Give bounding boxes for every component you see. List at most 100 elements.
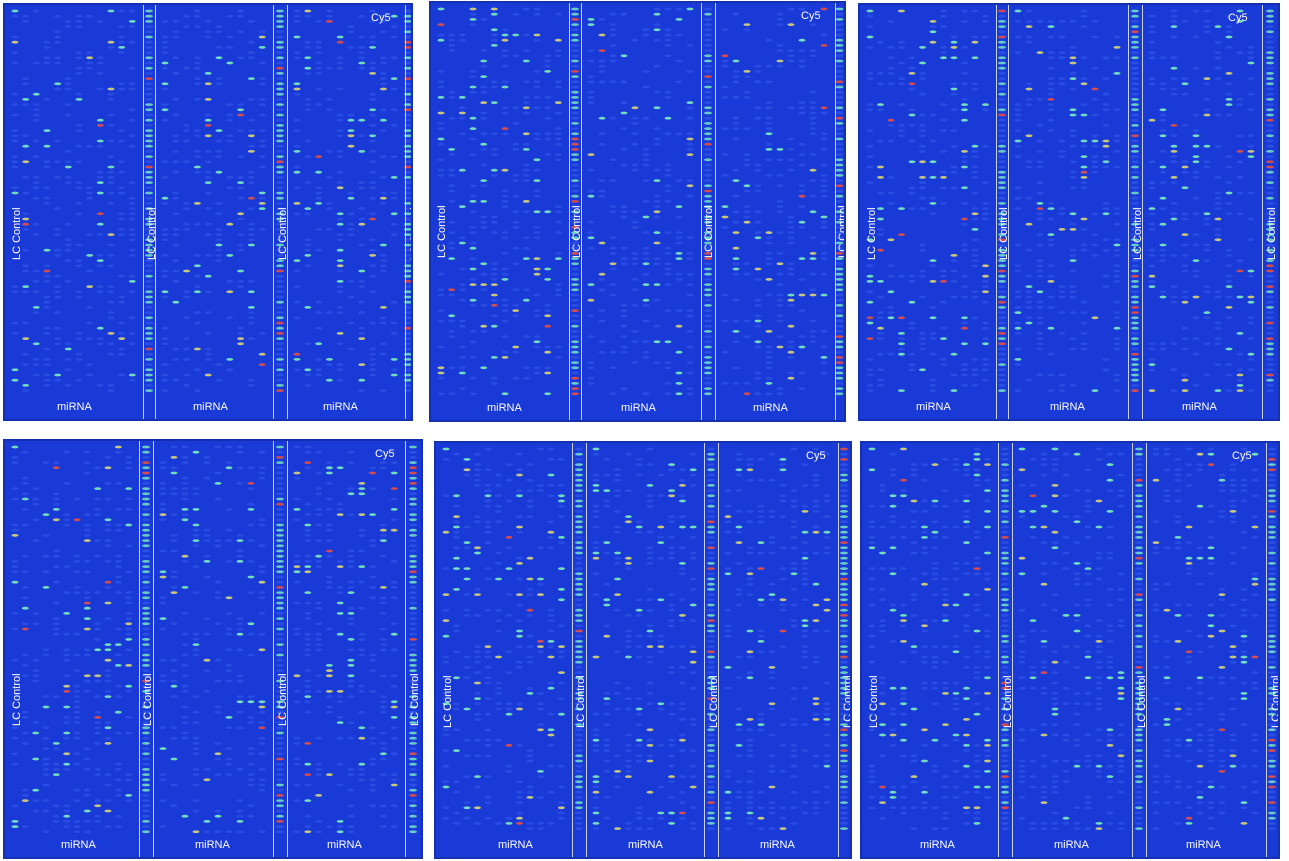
array-spot <box>707 707 715 711</box>
array-spot <box>442 608 450 612</box>
array-spot <box>118 9 126 13</box>
array-spot <box>707 671 715 674</box>
array-spot <box>501 236 509 240</box>
array-spot <box>226 176 234 179</box>
array-spot <box>809 257 817 260</box>
array-spot <box>787 298 795 302</box>
array-spot <box>442 593 450 596</box>
array-spot <box>776 59 784 63</box>
array-spot <box>276 648 284 652</box>
array-spot <box>379 56 387 60</box>
array-spot <box>522 236 530 240</box>
array-spot <box>1102 103 1110 106</box>
array-spot <box>258 352 266 356</box>
array-spot <box>390 648 398 652</box>
array-spot <box>83 788 91 792</box>
array-spot <box>142 773 150 776</box>
array-spot <box>276 513 284 516</box>
array-spot <box>1192 134 1200 138</box>
array-spot <box>107 384 115 387</box>
array-spot <box>1131 25 1139 28</box>
array-spot <box>1236 352 1244 356</box>
array-spot <box>809 101 817 104</box>
array-spot <box>315 66 323 70</box>
array-spot <box>746 650 754 654</box>
array-spot <box>835 215 844 219</box>
array-spot <box>442 692 450 695</box>
array-spot <box>83 757 91 761</box>
array-spot <box>1181 347 1189 351</box>
array-spot <box>96 170 104 174</box>
array-spot <box>107 165 115 169</box>
array-spot <box>675 236 683 240</box>
array-spot <box>657 640 665 643</box>
array-spot <box>587 194 595 198</box>
array-spot <box>183 290 191 294</box>
array-spot <box>86 285 94 288</box>
array-spot <box>1159 181 1167 185</box>
array-spot <box>798 387 806 390</box>
array-spot <box>707 582 715 586</box>
array-spot <box>225 596 233 600</box>
array-spot <box>998 389 1006 392</box>
array-spot <box>43 56 51 60</box>
array-spot <box>276 363 284 366</box>
array-spot <box>276 238 284 242</box>
array-spot <box>161 61 169 65</box>
array-spot <box>743 272 751 276</box>
array-spot <box>204 35 212 39</box>
array-spot <box>624 733 632 737</box>
array-spot <box>142 632 150 636</box>
array-spot <box>204 176 212 179</box>
array-spot <box>315 794 323 797</box>
array-spot <box>276 653 284 657</box>
array-spot <box>276 788 284 792</box>
array-spot <box>128 274 136 278</box>
array-spot <box>75 92 83 96</box>
array-spot <box>484 530 492 534</box>
array-spot <box>689 473 697 477</box>
array-spot <box>624 822 632 825</box>
array-spot <box>1266 35 1274 39</box>
array-spot <box>624 562 632 565</box>
array-spot <box>707 614 715 617</box>
array-spot <box>668 619 676 622</box>
array-spot <box>575 816 583 820</box>
divider <box>139 441 140 857</box>
array-spot <box>215 363 223 366</box>
array-spot <box>369 471 377 475</box>
array-spot <box>247 747 255 750</box>
array-spot <box>575 723 583 726</box>
array-spot <box>484 608 492 612</box>
array-spot <box>11 129 19 132</box>
array-spot <box>276 40 284 44</box>
array-spot <box>689 775 697 778</box>
array-spot <box>125 622 133 626</box>
array-spot <box>707 463 715 466</box>
array-spot <box>83 830 91 834</box>
array-spot <box>866 373 874 377</box>
array-spot <box>1203 217 1211 221</box>
array-spot <box>369 217 377 221</box>
array-spot <box>193 77 201 80</box>
array-spot <box>526 588 534 591</box>
array-spot <box>161 160 169 164</box>
array-spot <box>11 113 19 117</box>
array-spot <box>64 368 72 372</box>
array-spot <box>104 799 112 802</box>
array-spot <box>820 111 828 115</box>
array-spot <box>646 728 654 732</box>
array-spot <box>276 384 284 387</box>
array-spot <box>247 150 255 153</box>
array-spot <box>526 614 534 617</box>
array-spot <box>193 170 201 174</box>
array-spot <box>358 580 366 584</box>
array-spot <box>276 471 284 475</box>
array-spot <box>458 283 466 286</box>
array-spot <box>732 231 740 235</box>
array-spot <box>358 736 366 740</box>
array-spot <box>512 12 520 16</box>
array-spot <box>161 108 169 112</box>
array-spot <box>1266 358 1274 361</box>
array-spot <box>1069 170 1077 174</box>
